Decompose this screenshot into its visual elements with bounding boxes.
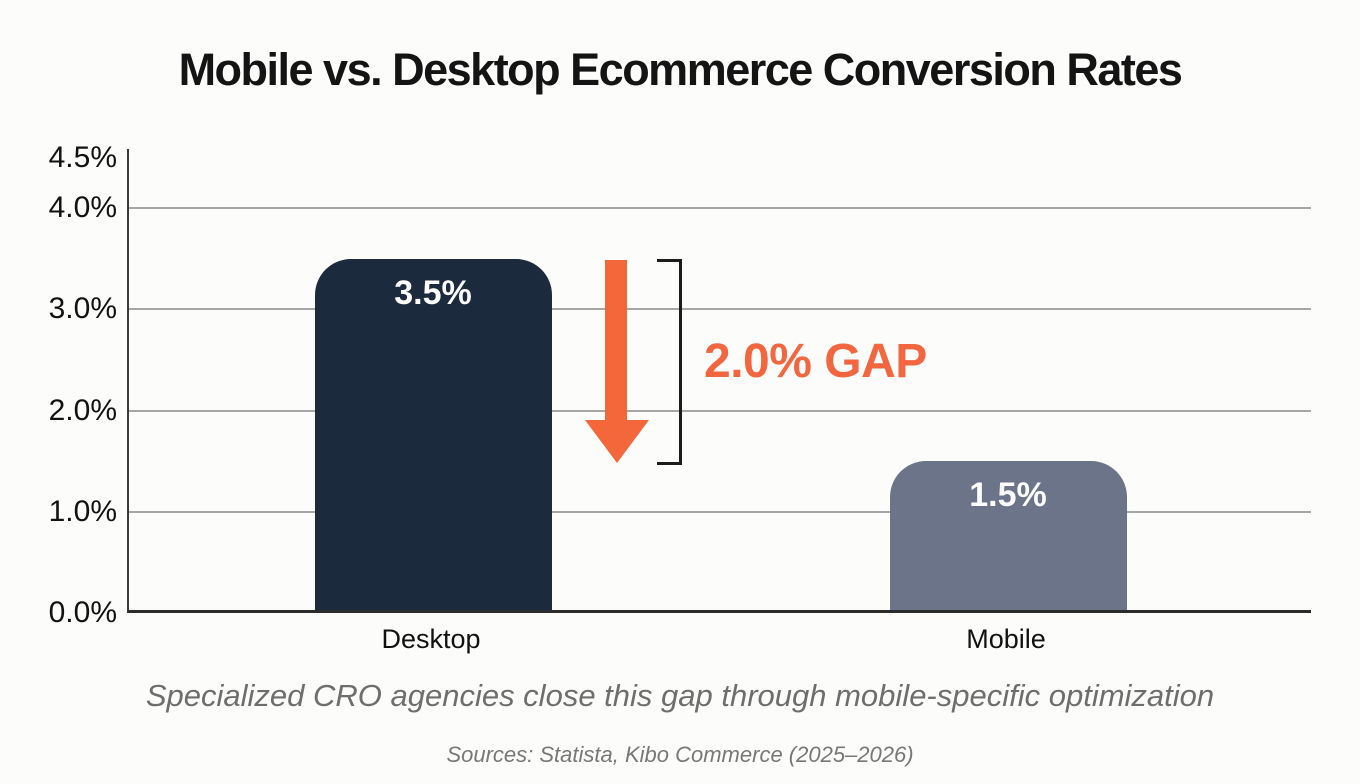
gridline: [129, 409, 1311, 412]
y-tick-label: 0.0%: [48, 596, 117, 629]
gap-bracket: [657, 259, 682, 465]
x-category-label: Mobile: [966, 624, 1046, 654]
y-tick-label: 2.0%: [48, 393, 117, 427]
y-tick-label: 4.0%: [48, 191, 117, 225]
source-note: Sources: Statista, Kibo Commerce (2025–2…: [446, 742, 914, 767]
bar-mobile: 1.5%: [889, 461, 1127, 610]
y-tick-label: 1.0%: [48, 494, 117, 528]
gridline: [129, 510, 1311, 513]
chart-title: Mobile vs. Desktop Ecommerce Conversion …: [178, 44, 1183, 95]
down-arrow-icon: [585, 260, 649, 463]
subtitle: Specialized CRO agencies close this gap …: [145, 678, 1215, 713]
plot-area: 3.5% 1.5%: [127, 149, 1311, 613]
gap-annotation-label: 2.0% GAP: [704, 335, 927, 388]
down-arrow-head: [585, 420, 649, 463]
bar-value-label: 3.5%: [394, 273, 472, 312]
down-arrow-shaft: [605, 260, 627, 420]
y-tick-label: 4.5%: [48, 140, 117, 174]
gridline: [129, 207, 1311, 210]
y-tick-label: 3.0%: [48, 292, 117, 326]
x-category-label: Desktop: [381, 624, 481, 654]
bar-desktop: 3.5%: [314, 258, 552, 610]
bar-value-label: 1.5%: [969, 476, 1047, 515]
gridline: [129, 308, 1311, 311]
